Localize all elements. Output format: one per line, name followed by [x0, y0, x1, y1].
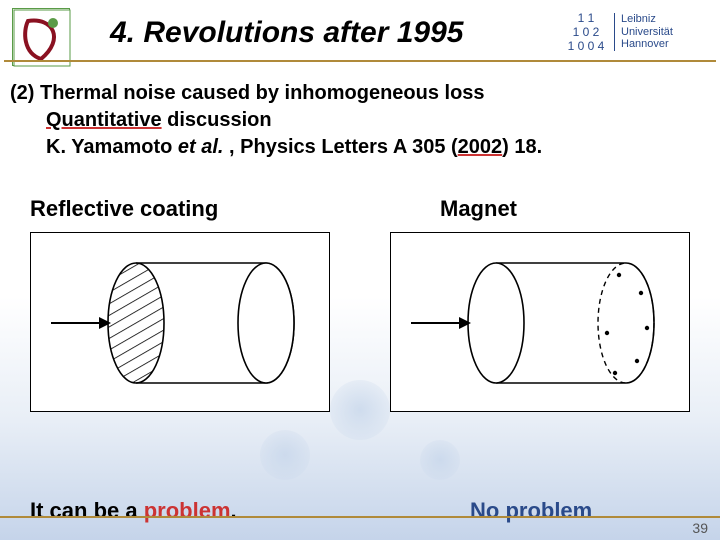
- title-rule: [4, 60, 716, 62]
- text: (2): [10, 82, 40, 104]
- logo-row: 1 0 2: [573, 25, 600, 39]
- figure-magnet: [390, 232, 690, 412]
- text: discussion: [162, 109, 272, 131]
- logo-row: 1 0 0 4: [568, 39, 605, 53]
- text-italic: et al.: [178, 136, 224, 158]
- text: K. Yamamoto: [46, 136, 178, 158]
- footer-rule: [0, 516, 720, 518]
- text: .: [231, 498, 237, 523]
- slide-title: 4. Revolutions after 1995: [110, 16, 463, 50]
- text: It can be a: [30, 498, 144, 523]
- uni-line: Leibniz: [614, 13, 673, 26]
- text-underlined: 2002: [458, 136, 503, 158]
- body: (2) Thermal noise caused by inhomogeneou…: [10, 80, 710, 510]
- text: , Physics Letters A 305 (: [223, 136, 457, 158]
- page-number: 39: [692, 520, 708, 536]
- caption-right: No problem: [470, 498, 592, 524]
- uni-line: Hannover: [614, 38, 673, 51]
- text-underlined: Quantitative: [46, 109, 162, 131]
- header: 4. Revolutions after 1995 1 1 1 0 2 1 0 …: [0, 0, 720, 72]
- leibniz-binary-icon: 1 1 1 0 2 1 0 0 4: [564, 10, 608, 54]
- paragraph: (2) Thermal noise caused by inhomogeneou…: [10, 80, 710, 161]
- text-emph: problem: [144, 498, 231, 523]
- university-affiliation: 1 1 1 0 2 1 0 0 4 Leibniz Universität Ha…: [564, 6, 714, 58]
- label-left: Reflective coating: [30, 196, 218, 222]
- figures-row: [10, 232, 710, 422]
- logo-row: 1 1: [578, 11, 595, 25]
- label-right: Magnet: [440, 196, 517, 222]
- caption-left: It can be a problem.: [30, 498, 237, 524]
- uni-line: Universität: [614, 26, 673, 39]
- logo-icon: [12, 8, 70, 66]
- university-name: Leibniz Universität Hannover: [614, 13, 673, 51]
- text: ) 18.: [502, 136, 542, 158]
- text: Thermal noise caused by inhomogeneous lo…: [40, 82, 485, 104]
- figure-reflective-coating: [30, 232, 330, 412]
- slide: 4. Revolutions after 1995 1 1 1 0 2 1 0 …: [0, 0, 720, 540]
